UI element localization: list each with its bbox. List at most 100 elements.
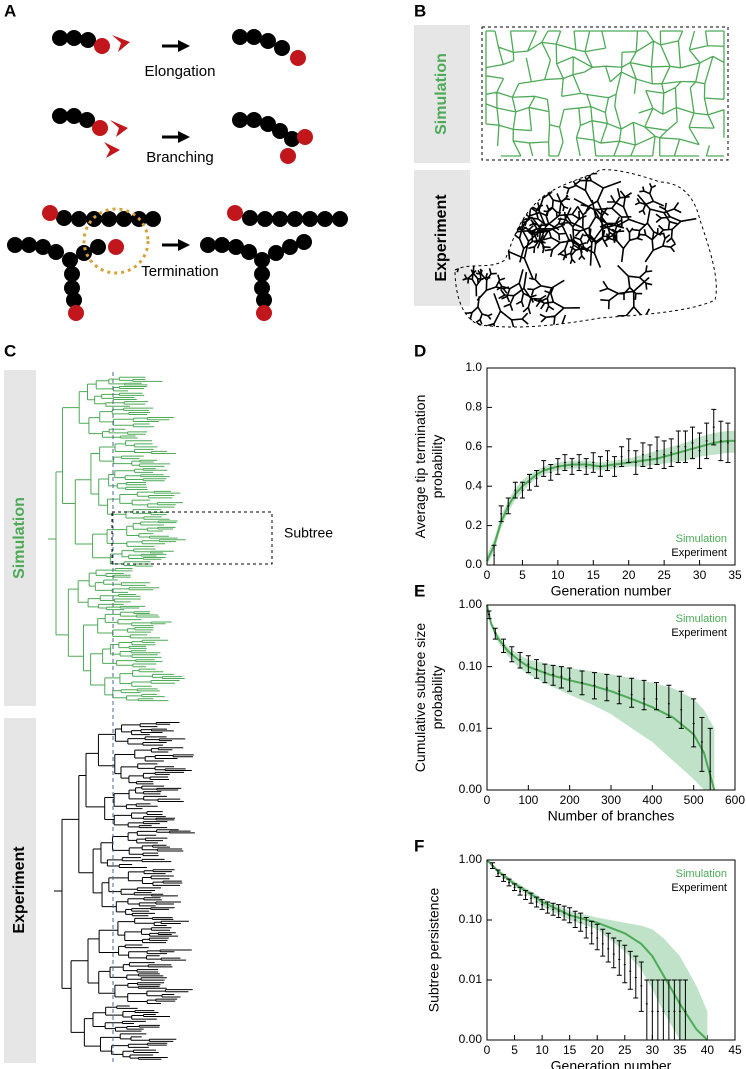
error-bar [539,898,545,910]
error-bar [604,450,610,471]
error-bar [641,679,647,711]
row-box [4,718,36,1063]
panel-label: A [4,1,16,20]
error-bar [718,420,724,462]
row-label: Experiment [11,846,28,934]
error-bar [512,481,518,499]
error-bar [605,932,611,963]
y-tick-label: 0.01 [459,972,483,986]
error-bar [545,901,551,914]
error-bar [597,456,603,477]
y-tick-label: 0.2 [465,518,482,532]
legend-entry: Experiment [671,547,727,559]
error-bar [561,905,567,921]
subtree-box [111,511,273,565]
panel-label: C [4,341,16,360]
error-bar [612,456,618,477]
y-axis-label: Cumulative subtree size [412,623,428,773]
plot-frame [486,367,736,566]
error-bar [668,438,674,467]
x-tick-label: 10 [551,568,565,582]
error-bar [638,961,644,1012]
error-bar [616,940,622,976]
error-bar [534,469,540,487]
x-tick-label: 500 [684,793,704,807]
y-tick-label: 1.0 [465,360,482,374]
error-bar [542,663,548,684]
x-axis-label: Generation number [551,1058,672,1069]
tree-edges [48,376,186,702]
error-bar [486,610,492,620]
error-bar [523,890,529,900]
y-tick-label: 0.10 [459,659,483,673]
error-bar [583,458,589,475]
error-bar [548,464,554,481]
x-tick-label: 45 [728,1043,742,1057]
error-bar [567,667,573,692]
y-tick-label: 0.10 [459,912,483,926]
x-tick-label: 15 [587,568,601,582]
error-bar [495,869,501,878]
error-bar [567,907,573,924]
error-bar [501,874,507,882]
x-axis-label: Number of branches [548,808,675,824]
error-bar [600,928,606,957]
row-box [414,25,470,163]
x-tick-label: 35 [673,1043,687,1057]
error-bar [498,505,504,523]
x-tick-label: 600 [725,793,745,807]
error-bar [534,896,540,908]
chain [7,29,348,308]
x-tick-label: 25 [618,1043,632,1057]
error-bar [704,422,710,460]
error-bar [562,454,568,471]
error-bar [589,920,595,945]
error-bar [629,677,635,708]
x-axis-label: Generation number [551,583,672,599]
error-bar [509,646,515,663]
simulated-tree [48,376,186,702]
error-bar [604,673,610,702]
line [486,859,709,1041]
x-tick-label: 100 [518,793,538,807]
plot-frame [486,859,736,1041]
error-bar [578,912,584,932]
panel-label: E [414,581,425,600]
y-tick-label: 0.8 [465,400,482,414]
y-axis-label: probability [429,435,445,499]
panel-label: B [414,1,426,20]
error-bar [691,698,697,748]
error-bar [689,426,695,460]
error-bar [541,460,547,477]
x-tick-label: 300 [601,793,621,807]
x-tick-label: 20 [622,568,636,582]
error-bar [558,666,564,689]
error-bar [654,436,660,466]
error-bar [519,481,525,499]
error-bar [640,442,646,467]
panel-a: Elongation Branching Termination [7,29,348,321]
x-tick-label: 40 [701,1043,715,1057]
error-bar [682,430,688,464]
x-tick-label: 30 [646,1043,660,1057]
error-bar [492,627,498,640]
panel-label: F [414,836,424,855]
tip [42,35,313,321]
y-axis-label: Average tip termination [412,395,428,539]
simulated-network [485,30,725,157]
error-bar [534,659,540,679]
error-bar [506,878,512,887]
legend-entry: Simulation [676,868,727,880]
confidence-band [487,605,715,790]
row-box [414,170,470,306]
error-bar [611,937,617,969]
y-tick-label: 0.00 [459,1032,483,1046]
x-tick-label: 10 [535,1043,549,1057]
error-bar [678,690,684,729]
error-bar [583,917,589,939]
error-bar [675,430,681,464]
error-bar [644,979,650,1041]
sim-frame [481,26,729,161]
x-tick-label: 5 [519,568,526,582]
y-tick-label: 1.00 [459,597,483,611]
